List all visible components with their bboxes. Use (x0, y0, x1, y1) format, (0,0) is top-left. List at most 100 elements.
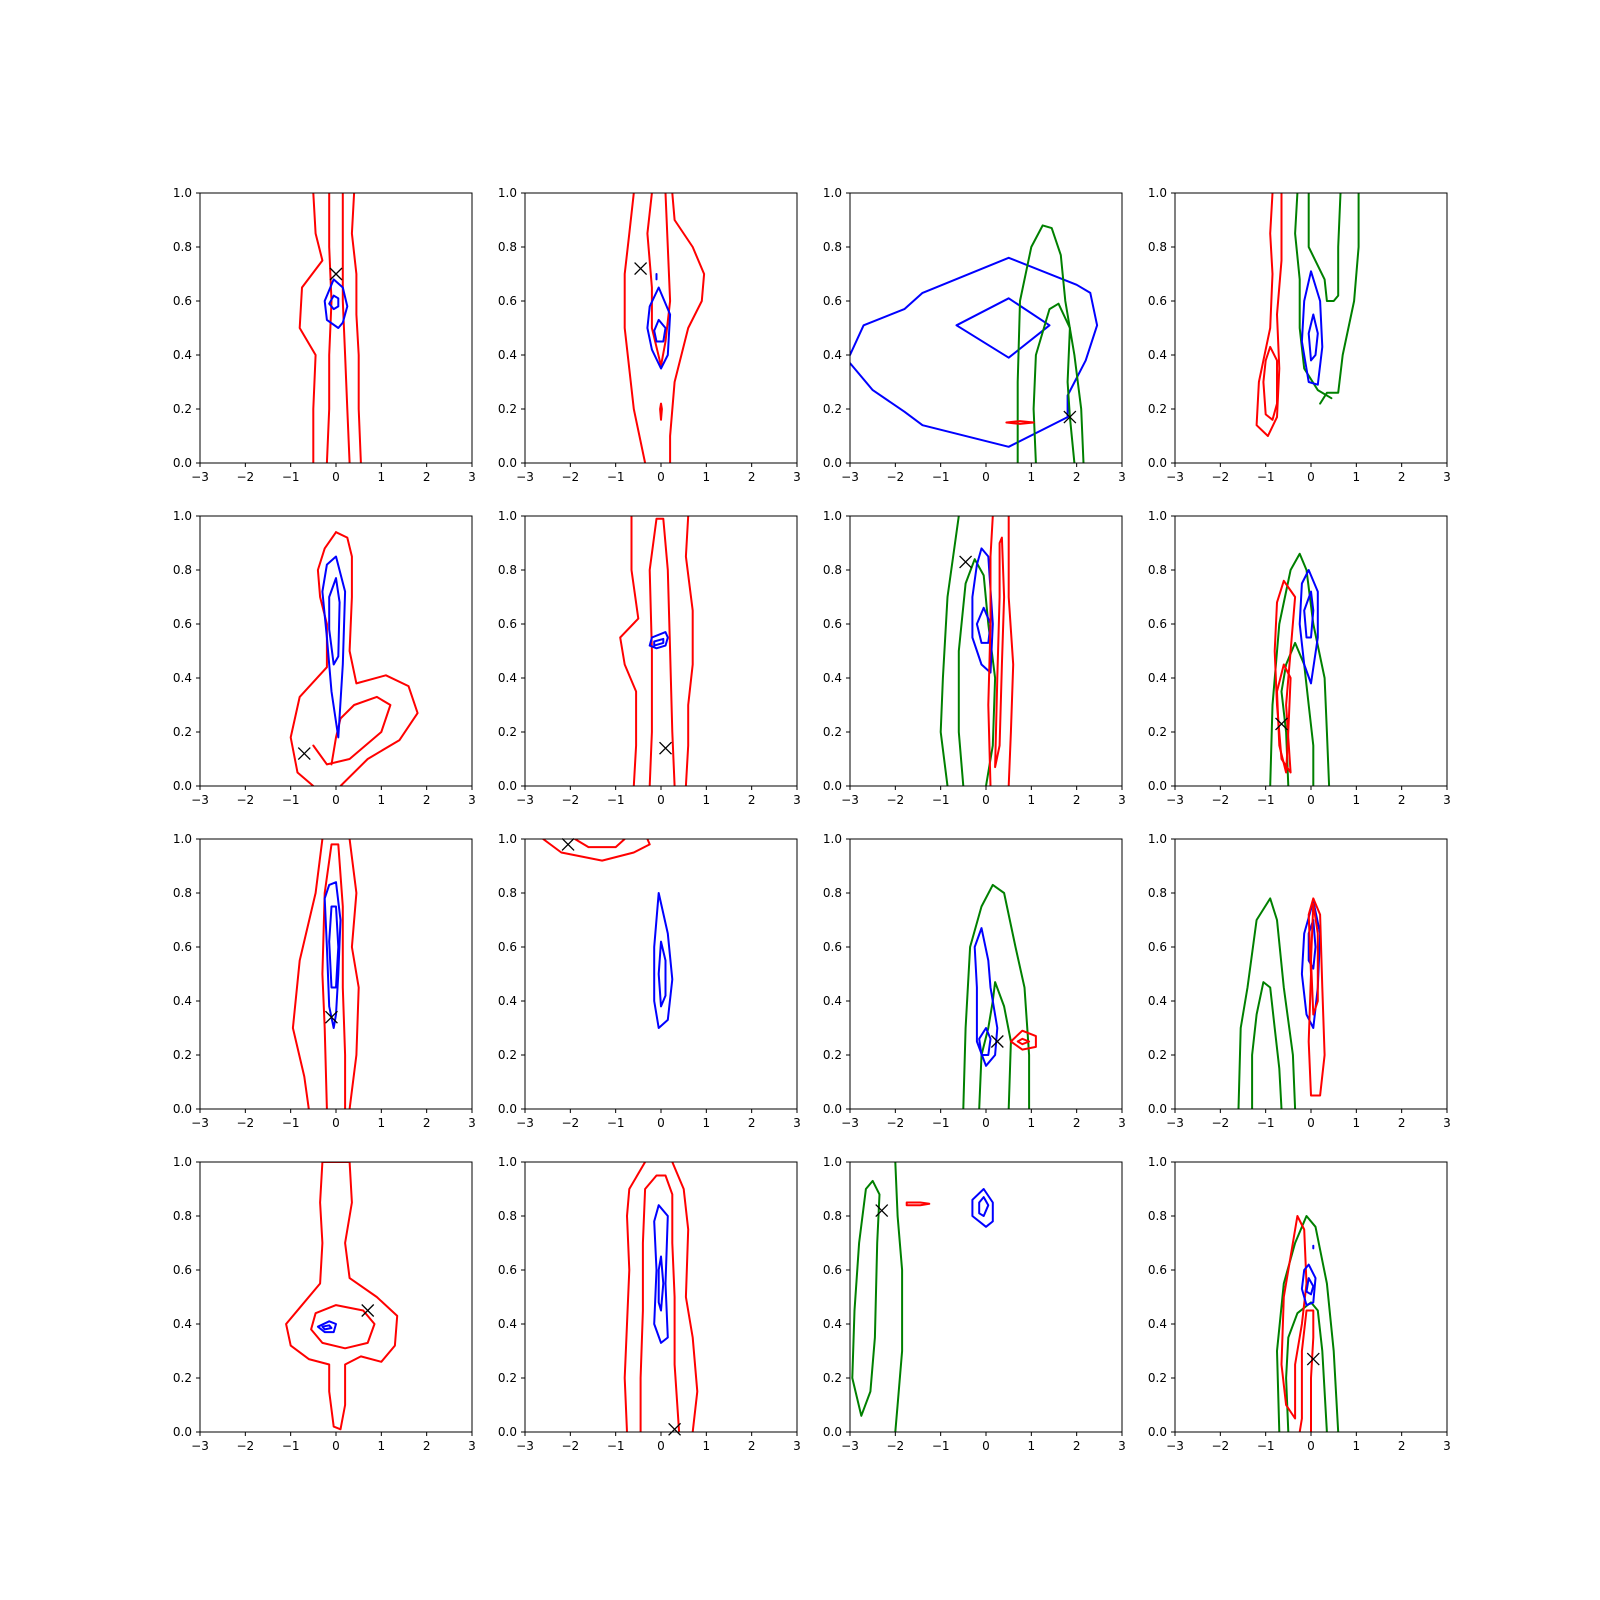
red-contour-line (994, 536, 1006, 769)
y-tick-label: 0.8 (498, 240, 517, 254)
x-tick-label: −2 (561, 793, 579, 807)
red-contour-line (1005, 420, 1035, 425)
x-tick-label: 1 (1353, 1116, 1361, 1130)
blue-contour-line (1307, 313, 1319, 362)
blue-contour-line (653, 637, 665, 647)
x-tick-label: −1 (282, 1116, 300, 1130)
y-tick-label: 0.2 (498, 725, 517, 739)
red-contour-line (1276, 663, 1292, 774)
x-tick-label: 1 (703, 793, 711, 807)
y-tick-label: 0.4 (1148, 1317, 1167, 1331)
y-tick-label: 0.2 (498, 1371, 517, 1385)
y-tick-label: 0.8 (823, 240, 842, 254)
y-tick-label: 0.0 (823, 1102, 842, 1116)
green-contour-line (1016, 224, 1085, 463)
x-marker (668, 1422, 682, 1436)
y-tick-label: 0.2 (823, 725, 842, 739)
y-tick-label: 0.4 (1148, 994, 1167, 1008)
y-tick-label: 0.2 (823, 1371, 842, 1385)
blue-contour-line (653, 318, 667, 343)
x-tick-label: 1 (703, 1116, 711, 1130)
red-contour-line (350, 193, 362, 463)
red-contour-line (298, 193, 324, 463)
y-tick-label: 0.6 (173, 1263, 192, 1277)
y-tick-label: 0.6 (173, 294, 192, 308)
x-tick-label: 2 (1398, 1439, 1406, 1453)
x-tick-label: −1 (607, 1439, 625, 1453)
y-tick-label: 1.0 (1148, 186, 1167, 200)
y-tick-label: 0.0 (498, 456, 517, 470)
x-tick-label: 0 (332, 793, 340, 807)
y-tick-label: 0.6 (823, 617, 842, 631)
red-contour-line (659, 402, 663, 421)
y-tick-label: 1.0 (823, 1155, 842, 1169)
x-tick-label: 0 (982, 1116, 990, 1130)
x-tick-label: 0 (1307, 793, 1315, 807)
x-tick-label: −2 (236, 1116, 254, 1130)
x-tick-label: 3 (1443, 1116, 1451, 1130)
red-contour-line (671, 1162, 699, 1432)
blue-contour-line (321, 1324, 333, 1331)
y-tick-label: 0.0 (173, 1102, 192, 1116)
y-tick-label: 0.0 (823, 1425, 842, 1439)
y-tick-label: 0.4 (173, 1317, 192, 1331)
red-contour-line (1307, 897, 1326, 1097)
x-tick-label: 2 (423, 1439, 431, 1453)
green-contour-line (1319, 193, 1360, 405)
red-contour-line (669, 193, 706, 463)
y-tick-label: 1.0 (173, 186, 192, 200)
subplot-r3c3: −3 −2 −1 0 1 2 3 0.0 0.2 0.4 0.6 0.8 1.0 (823, 832, 1126, 1130)
x-tick-label: −3 (1166, 1439, 1184, 1453)
green-contour-line (1280, 641, 1315, 786)
red-contour-line (619, 516, 640, 786)
green-contour-line (978, 981, 1012, 1109)
y-tick-label: 0.2 (173, 402, 192, 416)
red-contour-line (646, 193, 672, 367)
axes-frame (199, 1161, 473, 1433)
green-contour-line (939, 516, 960, 786)
contours (289, 531, 419, 786)
blue-contour-line (978, 1196, 990, 1217)
blue-contour-line (955, 297, 1051, 359)
contours (850, 224, 1099, 463)
red-contour-line (291, 839, 324, 1109)
x-tick-label: −1 (607, 1116, 625, 1130)
y-tick-label: 1.0 (173, 1155, 192, 1169)
y-tick-label: 0.2 (823, 402, 842, 416)
x-tick-label: 3 (468, 1439, 476, 1453)
contours (939, 516, 1015, 786)
x-tick-label: 2 (423, 793, 431, 807)
x-tick-label: −1 (282, 793, 300, 807)
x-tick-label: 1 (703, 1439, 711, 1453)
y-tick-label: 0.2 (173, 1048, 192, 1062)
x-tick-label: 1 (1028, 1439, 1036, 1453)
x-tick-label: −2 (236, 1439, 254, 1453)
x-tick-label: 0 (657, 793, 665, 807)
x-tick-label: −1 (1257, 1439, 1275, 1453)
blue-contour-line (328, 577, 341, 666)
y-tick-label: 0.4 (173, 348, 192, 362)
contours (291, 839, 360, 1109)
x-tick-label: 1 (703, 470, 711, 484)
blue-contour-line (328, 294, 340, 311)
subplot-r4c4: −3 −2 −1 0 1 2 3 0.0 0.2 0.4 0.6 0.8 1.0 (1148, 1155, 1451, 1453)
red-contour-line (623, 1162, 647, 1432)
y-tick-label: 0.4 (173, 671, 192, 685)
x-tick-label: −1 (932, 1116, 950, 1130)
x-tick-label: 2 (1073, 470, 1081, 484)
blue-contour-line (1303, 590, 1315, 639)
red-contour-line (987, 516, 994, 786)
x-marker (1275, 717, 1288, 731)
y-tick-label: 0.0 (1148, 1425, 1167, 1439)
y-tick-label: 0.4 (498, 994, 517, 1008)
red-contour-line (1016, 1037, 1031, 1046)
blue-contour-line (321, 555, 347, 739)
blue-contour-line (323, 278, 349, 329)
x-tick-label: 2 (1398, 1116, 1406, 1130)
y-tick-label: 0.6 (1148, 294, 1167, 308)
blue-contour-line (657, 1255, 665, 1312)
x-tick-label: 2 (748, 1439, 756, 1453)
x-tick-label: 3 (1443, 793, 1451, 807)
x-tick-label: −2 (561, 470, 579, 484)
y-tick-label: 0.4 (823, 1317, 842, 1331)
